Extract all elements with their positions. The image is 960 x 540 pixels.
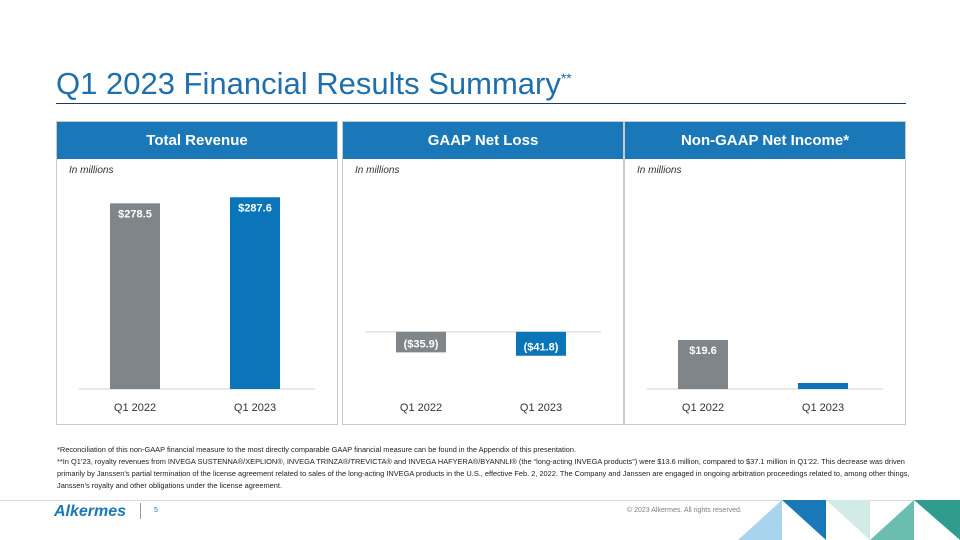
panel-header: Total Revenue <box>57 122 337 159</box>
footer-rule <box>0 500 960 501</box>
panel-header: GAAP Net Loss <box>343 122 623 159</box>
bar-q1-2023 <box>798 383 848 389</box>
footnote-royalty: **In Q1’23, royalty revenues from INVEGA… <box>57 457 910 490</box>
page-title: Q1 2023 Financial Results Summary** <box>56 66 572 102</box>
data-label: $2.4 <box>812 388 834 400</box>
panel-header: Non-GAAP Net Income* <box>625 122 905 159</box>
panel-gaap-net-loss: GAAP Net Loss ($35.9) Q1 2022 ($41.8) Q1 20… <box>342 121 624 425</box>
bar-q1-2022 <box>678 340 728 389</box>
footnote-non-gaap: *Reconciliation of this non-GAAP financi… <box>57 445 577 454</box>
bar-q1-2023 <box>230 197 280 389</box>
bar-q1-2022 <box>110 203 160 389</box>
footer-divider <box>140 503 141 519</box>
data-label: $278.5 <box>118 208 152 220</box>
units-label: In millions <box>69 165 114 176</box>
deco-triangle <box>782 500 826 540</box>
footnotes: *Reconciliation of this non-GAAP financi… <box>57 444 919 492</box>
deco-triangle <box>826 500 870 540</box>
deco-triangle <box>738 500 782 540</box>
title-rule <box>56 103 906 104</box>
data-label: $287.6 <box>238 202 272 214</box>
title-text: Q1 2023 Financial Results Summary <box>56 66 561 101</box>
data-label: ($41.8) <box>524 342 559 354</box>
x-tick-label: Q1 2023 <box>802 402 844 414</box>
bar-q1-2022 <box>396 331 446 353</box>
x-tick-label: Q1 2022 <box>682 402 724 414</box>
bar-q1-2023 <box>516 331 566 356</box>
deco-triangle <box>914 500 960 540</box>
alkermes-logo: Alkermes <box>54 503 127 520</box>
x-tick-label: Q1 2022 <box>114 402 156 414</box>
non-gaap-net-income-chart: $19.6 Q1 2022 $2.4 Q1 2023 <box>647 340 883 414</box>
total-revenue-chart: $278.5 Q1 2022 $287.6 Q1 2023 <box>79 197 315 414</box>
title-footnote-mark: ** <box>560 70 572 86</box>
deco-triangle <box>870 500 914 540</box>
panel-total-revenue: Total Revenue $278.5 Q1 2022 $287.6 Q1 2023… <box>56 121 338 425</box>
decorative-triangles <box>738 500 960 540</box>
data-label: $19.6 <box>689 345 717 357</box>
panel-non-gaap-net-income: Non-GAAP Net Income* $19.6 Q1 2022 $2.4 Q1 … <box>624 121 906 425</box>
units-label: In millions <box>637 165 682 176</box>
gaap-net-loss-chart: ($35.9) Q1 2022 ($41.8) Q1 2023 <box>365 331 601 414</box>
x-tick-label: Q1 2023 <box>234 402 276 414</box>
data-label: ($35.9) <box>404 338 439 350</box>
x-tick-label: Q1 2022 <box>400 402 442 414</box>
units-label: In millions <box>355 165 400 176</box>
copyright: © 2023 Alkermes. All rights reserved. <box>627 507 742 514</box>
x-tick-label: Q1 2023 <box>520 402 562 414</box>
page-number: 5 <box>154 507 158 514</box>
